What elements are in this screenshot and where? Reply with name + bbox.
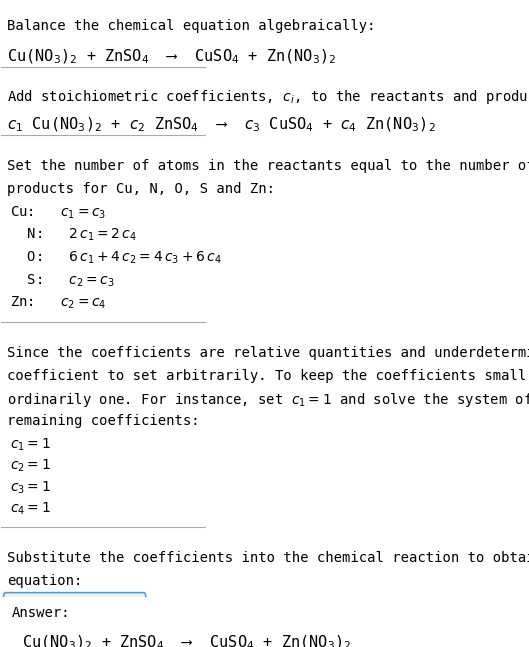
- Text: $c_1 = 1$: $c_1 = 1$: [10, 437, 50, 453]
- Text: S:   $c_2 = c_3$: S: $c_2 = c_3$: [10, 272, 114, 289]
- Text: Answer:: Answer:: [12, 606, 70, 620]
- Text: Set the number of atoms in the reactants equal to the number of atoms in the: Set the number of atoms in the reactants…: [7, 159, 529, 173]
- Text: equation:: equation:: [7, 574, 83, 587]
- Text: Balance the chemical equation algebraically:: Balance the chemical equation algebraica…: [7, 19, 376, 33]
- Text: Add stoichiometric coefficients, $c_i$, to the reactants and products:: Add stoichiometric coefficients, $c_i$, …: [7, 88, 529, 105]
- Text: $c_3 = 1$: $c_3 = 1$: [10, 479, 50, 496]
- Text: O:   $6\,c_1 + 4\,c_2 = 4\,c_3 + 6\,c_4$: O: $6\,c_1 + 4\,c_2 = 4\,c_3 + 6\,c_4$: [10, 250, 221, 266]
- Text: $c_2 = 1$: $c_2 = 1$: [10, 458, 50, 474]
- Text: N:   $2\,c_1 = 2\,c_4$: N: $2\,c_1 = 2\,c_4$: [10, 227, 136, 243]
- Text: remaining coefficients:: remaining coefficients:: [7, 414, 200, 428]
- Text: Zn:   $c_2 = c_4$: Zn: $c_2 = c_4$: [10, 295, 106, 311]
- Text: Cu(NO$_3$)$_2$ + ZnSO$_4$  ⟶  CuSO$_4$ + Zn(NO$_3$)$_2$: Cu(NO$_3$)$_2$ + ZnSO$_4$ ⟶ CuSO$_4$ + Z…: [7, 47, 337, 65]
- Text: Since the coefficients are relative quantities and underdetermined, choose a: Since the coefficients are relative quan…: [7, 346, 529, 360]
- Text: Cu(NO$_3$)$_2$ + ZnSO$_4$  ⟶  CuSO$_4$ + Zn(NO$_3$)$_2$: Cu(NO$_3$)$_2$ + ZnSO$_4$ ⟶ CuSO$_4$ + Z…: [22, 633, 351, 647]
- Text: products for Cu, N, O, S and Zn:: products for Cu, N, O, S and Zn:: [7, 182, 276, 196]
- Text: ordinarily one. For instance, set $c_1 = 1$ and solve the system of equations fo: ordinarily one. For instance, set $c_1 =…: [7, 391, 529, 410]
- Text: coefficient to set arbitrarily. To keep the coefficients small, the arbitrary va: coefficient to set arbitrarily. To keep …: [7, 369, 529, 383]
- Text: Cu:   $c_1 = c_3$: Cu: $c_1 = c_3$: [10, 204, 106, 221]
- Text: $c_1$ Cu(NO$_3$)$_2$ + $c_2$ ZnSO$_4$  ⟶  $c_3$ CuSO$_4$ + $c_4$ Zn(NO$_3$)$_2$: $c_1$ Cu(NO$_3$)$_2$ + $c_2$ ZnSO$_4$ ⟶ …: [7, 116, 436, 134]
- Text: Substitute the coefficients into the chemical reaction to obtain the balanced: Substitute the coefficients into the che…: [7, 551, 529, 565]
- Text: $c_4 = 1$: $c_4 = 1$: [10, 501, 50, 518]
- FancyBboxPatch shape: [3, 593, 146, 647]
